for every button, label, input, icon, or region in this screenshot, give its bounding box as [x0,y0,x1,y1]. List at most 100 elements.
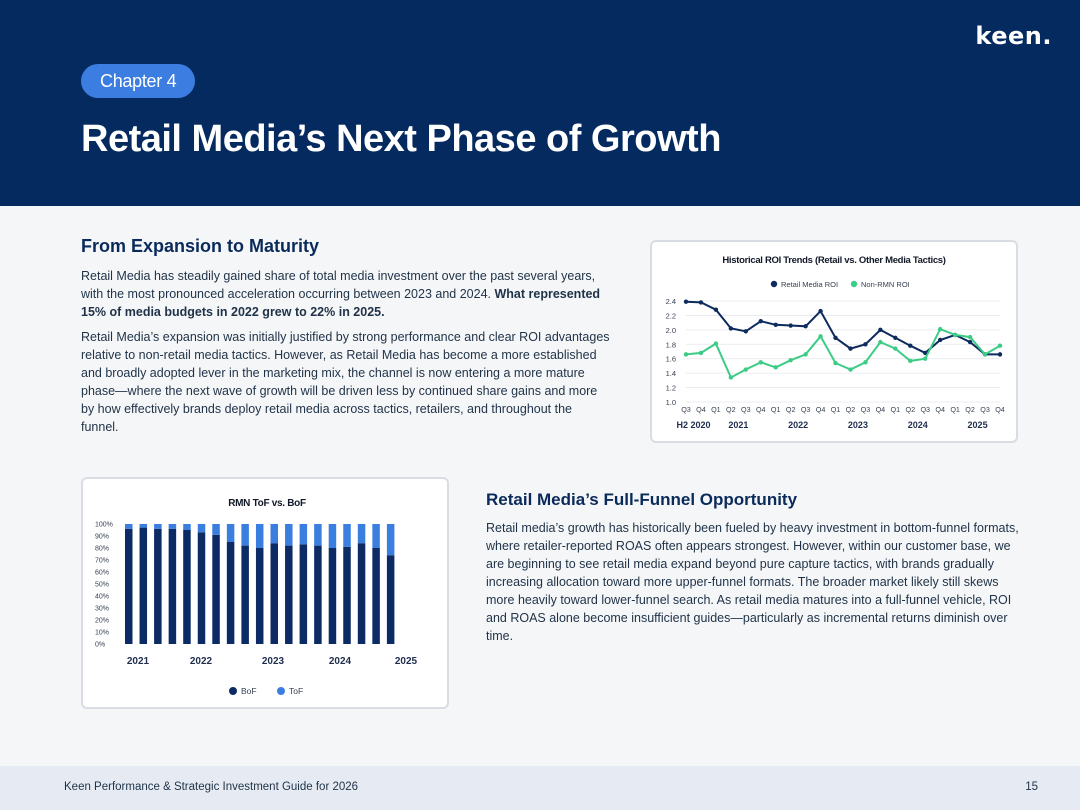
paragraph-text: Retail Media has steadily gained share o… [81,269,596,301]
roi-line-chart: Historical ROI Trends (Retail vs. Other … [666,255,1005,430]
data-point-non-rmn [803,352,808,357]
data-point-non-rmn [728,375,734,380]
data-point-retail [848,346,853,351]
data-point-retail [937,337,943,343]
x-tick-label: Q1 [711,405,721,414]
x-tick-label: Q1 [771,405,781,414]
data-point-non-rmn [743,367,749,372]
bar-bof [357,543,366,644]
y-tick-label: 1.0 [666,398,676,407]
data-point-retail [743,329,749,334]
bar-tof [255,524,264,548]
y-tick-label: 1.8 [666,340,676,349]
bar-tof [314,524,322,546]
x-tick-label: Q1 [950,405,960,414]
legend-label-retail: Retail Media ROI [781,280,838,289]
bar-bof [255,548,264,644]
y-tick-label: 10% [95,630,109,637]
y-tick-label: 0% [95,642,105,649]
y-tick-label: 40% [95,594,109,601]
y-tick-label: 2.0 [666,326,676,335]
y-tick-label: 70% [95,558,109,565]
data-point-non-rmn [997,343,1003,348]
section-paragraph: Retail Media’s expansion was initially j… [81,330,610,434]
bar-tof [343,524,351,547]
footer-text: Keen Performance & Strategic Investment … [64,781,359,793]
y-tick-label: 50% [95,582,109,589]
y-tick-label: 90% [95,534,109,541]
data-point-retail [713,307,719,312]
bar-tof [154,524,162,529]
paragraph-highlight: What represented 15% of media budgets in… [81,287,601,319]
year-label: 2023 [848,420,868,430]
year-label: 2025 [968,420,988,430]
data-point-retail [683,299,689,304]
x-tick-label: Q4 [935,405,945,414]
legend-label-bof: BoF [241,686,257,696]
data-point-non-rmn [833,360,838,366]
data-point-non-rmn [818,334,823,339]
funnel-chart-card: RMN ToF vs. BoF 100% 90% 80% 70% 60% 50% 40% 30%… [81,477,449,709]
x-tick-label: Q4 [696,405,706,414]
bar-tof [386,524,395,556]
x-tick-label: Q3 [741,405,751,414]
data-point-non-rmn [788,357,793,363]
x-tick-label: Q2 [786,405,796,414]
bar-bof [386,555,395,644]
y-tick-label: 1.6 [666,355,676,364]
bar-tof [197,524,206,533]
bar-tof [299,524,308,545]
bar-tof [285,524,293,546]
y-tick-label: 20% [95,618,109,625]
section-title-expansion: From Expansion to Maturity [81,236,320,256]
roi-chart-card: Historical ROI Trends (Retail vs. Other … [650,240,1018,443]
data-point-non-rmn [848,367,853,372]
x-tick-label: Q1 [891,405,901,414]
keen-logo: keen. [975,22,1052,50]
data-point-retail [893,335,898,340]
footer-bar [0,766,1080,810]
bar-tof [328,524,337,548]
x-tick-label: Q3 [681,405,691,414]
data-point-retail [818,308,823,314]
bar-bof [328,548,337,644]
year-label: 2024 [908,420,928,430]
bar-tof [372,524,380,548]
bar-tof [270,524,278,544]
bar-tof [357,524,366,544]
y-tick-label: 1.4 [666,369,676,378]
data-point-retail [967,339,973,345]
data-point-non-rmn [683,352,689,357]
year-label: H2 2020 [676,420,710,430]
bar-tof [212,524,220,535]
y-tick-label: 100% [95,522,113,529]
x-tick-label: Q2 [726,405,736,414]
bar-tof [139,524,148,528]
section-title-full-funnel: Retail Media’s Full-Funnel Opportunity [486,490,798,509]
y-tick-label: 2.4 [666,297,676,306]
series-line-retail [685,300,1000,356]
x-tick-label: Q4 [876,405,886,414]
y-tick-label: 30% [95,606,109,613]
x-tick-label: Q4 [816,405,826,414]
data-point-retail [997,352,1003,357]
data-point-retail [728,326,734,331]
bar-bof [314,545,322,644]
data-point-non-rmn [773,365,778,370]
year-label: 2023 [262,656,285,667]
data-point-retail [833,335,838,340]
bar-bof [197,532,206,644]
data-point-non-rmn [863,360,868,365]
legend-marker-non-rmn [850,280,858,288]
page-number: 15 [1025,781,1038,793]
legend-marker-bof [229,687,237,695]
data-point-retail [788,323,793,328]
legend-label-tof: ToF [289,686,303,696]
bar-tof [168,524,177,529]
y-tick-label: 60% [95,570,109,577]
bar-bof [139,527,148,644]
bar-bof [343,546,351,644]
bar-bof [154,528,162,644]
x-tick-label: Q3 [980,405,990,414]
bar-bof [226,542,235,644]
